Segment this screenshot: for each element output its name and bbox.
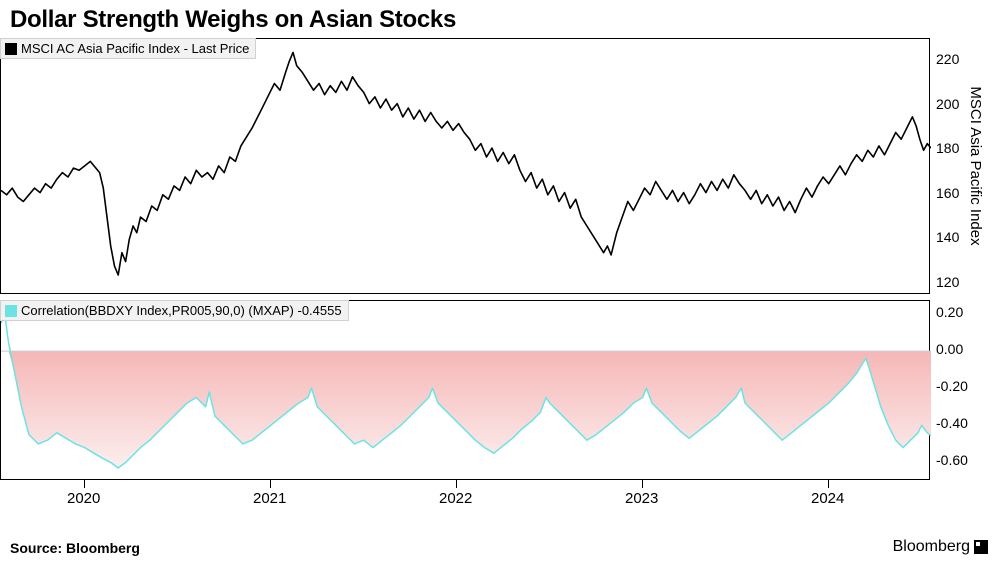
chart-area: MSCI AC Asia Pacific Index - Last Price … xyxy=(0,38,1000,528)
y-tick-label: 200 xyxy=(936,96,959,112)
y-tick-label: 160 xyxy=(936,185,959,201)
bottom-legend-text: Correlation(BBDXY Index,PR005,90,0) (MXA… xyxy=(21,303,342,318)
x-tick-label: 2024 xyxy=(811,490,844,507)
square-swatch-icon xyxy=(5,43,17,55)
y-tick-label: -0.40 xyxy=(936,415,968,431)
y-tick-label: 220 xyxy=(936,51,959,67)
chart-title: Dollar Strength Weighs on Asian Stocks xyxy=(10,6,456,34)
top-panel: MSCI AC Asia Pacific Index - Last Price xyxy=(0,38,930,294)
y-tick-label: 140 xyxy=(936,229,959,245)
square-swatch-icon xyxy=(5,305,17,317)
y-tick-label: 0.00 xyxy=(936,341,963,357)
x-tick-label: 2022 xyxy=(439,490,472,507)
bloomberg-terminal-icon xyxy=(974,540,988,554)
top-legend-text: MSCI AC Asia Pacific Index - Last Price xyxy=(21,41,249,56)
top-line-chart xyxy=(1,39,931,295)
x-tick-mark xyxy=(828,480,829,488)
x-tick-mark xyxy=(456,480,457,488)
y-tick-label: 120 xyxy=(936,274,959,290)
top-legend: MSCI AC Asia Pacific Index - Last Price xyxy=(0,38,256,59)
bottom-area-chart xyxy=(1,301,931,481)
bottom-panel: Correlation(BBDXY Index,PR005,90,0) (MXA… xyxy=(0,300,930,480)
y-tick-label: 180 xyxy=(936,140,959,156)
x-tick-mark xyxy=(270,480,271,488)
brand-text: Bloomberg xyxy=(893,538,970,556)
y-tick-label: -0.60 xyxy=(936,452,968,468)
x-tick-mark xyxy=(84,480,85,488)
source-label: Source: Bloomberg xyxy=(10,540,140,556)
y-tick-label: -0.20 xyxy=(936,378,968,394)
x-tick-label: 2021 xyxy=(253,490,286,507)
bottom-legend: Correlation(BBDXY Index,PR005,90,0) (MXA… xyxy=(0,300,349,321)
x-tick-label: 2020 xyxy=(67,490,100,507)
brand: Bloomberg xyxy=(893,538,988,556)
top-y-axis-title: MSCI Asia Pacific Index xyxy=(967,46,984,286)
x-tick-mark xyxy=(642,480,643,488)
x-tick-label: 2023 xyxy=(625,490,658,507)
y-tick-label: 0.20 xyxy=(936,304,963,320)
